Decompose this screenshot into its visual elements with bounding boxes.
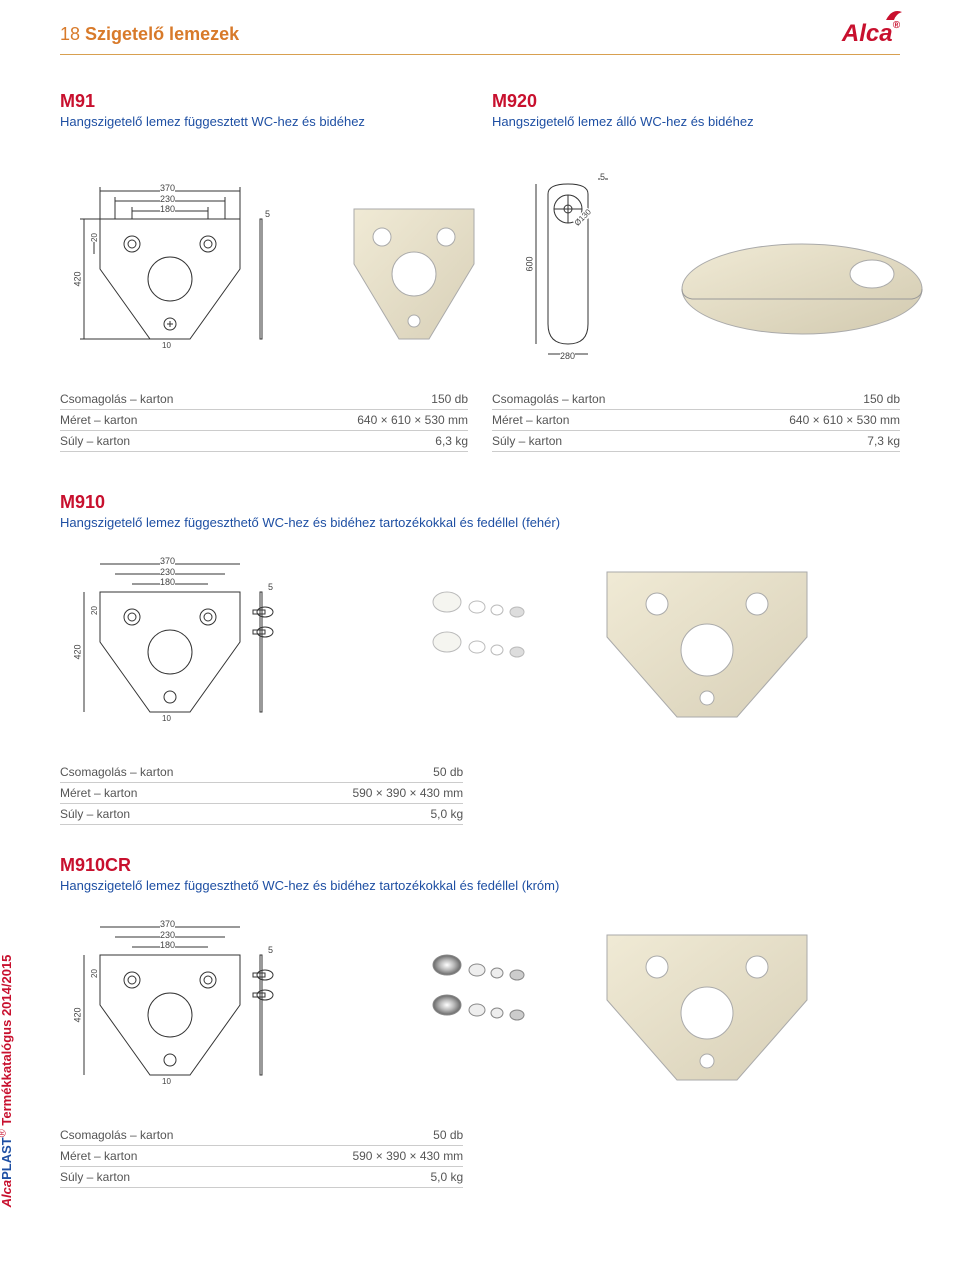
m91-specs: Csomagolás – karton150 db Méret – karton…	[60, 389, 468, 452]
dim: 370	[160, 919, 175, 929]
table-row: Súly – karton5,0 kg	[60, 1166, 463, 1187]
page-header: 18 Szigetelő lemezek Alca®	[60, 20, 900, 55]
table-row: Csomagolás – karton50 db	[60, 762, 463, 783]
table-row: Súly – karton5,0 kg	[60, 803, 463, 824]
dim: 370	[160, 183, 175, 193]
dim: 5	[268, 945, 273, 955]
brand-logo: Alca®	[842, 20, 900, 48]
product-desc: Hangszigetelő lemez függesztett WC-hez é…	[60, 114, 468, 131]
m91-render	[334, 169, 494, 369]
product-code: M91	[60, 91, 468, 112]
m910-specs: Csomagolás – karton50 db Méret – karton5…	[60, 762, 463, 825]
dim: 180	[160, 577, 175, 587]
m910-diagram: 370 230 180 5 420 20 10	[60, 542, 310, 742]
table-row: Csomagolás – karton50 db	[60, 1125, 463, 1146]
header-title: 18 Szigetelő lemezek	[60, 24, 239, 45]
product-code: M910	[60, 492, 900, 513]
m920-render	[662, 169, 942, 369]
dim: 230	[160, 194, 175, 204]
table-row: Méret – karton590 × 390 × 430 mm	[60, 782, 463, 803]
dim: 20	[90, 606, 99, 615]
product-desc: Hangszigetelő lemez álló WC-hez és bidéh…	[492, 114, 900, 131]
table-row: Csomagolás – karton150 db	[492, 389, 900, 410]
dim: 5	[600, 172, 605, 182]
m91-diagram: 370 230 180 5 420 20 10	[60, 169, 310, 369]
dim: 10	[162, 714, 171, 723]
dim: 10	[162, 341, 171, 350]
table-row: Méret – karton640 × 610 × 530 mm	[60, 409, 468, 430]
section-title: Szigetelő lemezek	[85, 24, 239, 44]
m910cr-diagram: 370 230 180 5 420 20 10	[60, 905, 310, 1105]
dim: 5	[268, 582, 273, 592]
table-row: Méret – karton590 × 390 × 430 mm	[60, 1145, 463, 1166]
product-desc: Hangszigetelő lemez függeszthető WC-hez …	[60, 515, 900, 532]
dim: 20	[90, 969, 99, 978]
dim: 370	[160, 556, 175, 566]
dim: 280	[560, 351, 575, 361]
product-code: M920	[492, 91, 900, 112]
m920-specs: Csomagolás – karton150 db Méret – karton…	[492, 389, 900, 452]
m910cr-specs: Csomagolás – karton50 db Méret – karton5…	[60, 1125, 463, 1188]
sidebar-catalog-label: AlcaPLAST® Termékkatalógus 2014/2015	[0, 955, 14, 1208]
table-row: Súly – karton6,3 kg	[60, 430, 468, 451]
dim: 420	[73, 1007, 83, 1022]
dim: 420	[73, 271, 83, 286]
dim: 20	[90, 233, 99, 242]
dim: 600	[525, 256, 535, 271]
dim: 180	[160, 204, 175, 214]
dim: 10	[162, 1077, 171, 1086]
table-row: Méret – karton640 × 610 × 530 mm	[492, 409, 900, 430]
dim: 230	[160, 567, 175, 577]
dim: 180	[160, 940, 175, 950]
logo-bird-icon	[884, 6, 904, 22]
product-code: M910CR	[60, 855, 900, 876]
table-row: Csomagolás – karton150 db	[60, 389, 468, 410]
m910cr-render	[334, 905, 900, 1105]
m920-diagram: 5 Ø130 600 280	[518, 169, 638, 369]
product-desc: Hangszigetelő lemez függeszthető WC-hez …	[60, 878, 900, 895]
table-row: Súly – karton7,3 kg	[492, 430, 900, 451]
dim: 420	[73, 644, 83, 659]
dim: 230	[160, 930, 175, 940]
dim: 5	[265, 209, 270, 219]
page-number: 18	[60, 24, 80, 44]
m910-render	[334, 542, 900, 742]
